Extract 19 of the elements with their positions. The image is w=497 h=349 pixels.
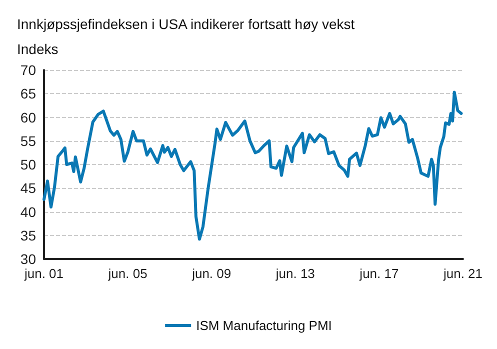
y-tick-label: 50 — [20, 156, 36, 172]
x-tick-label: jun. 17 — [358, 266, 399, 281]
x-tick-label: jun. 01 — [23, 266, 64, 281]
x-tick-label: jun. 13 — [274, 266, 315, 281]
y-tick-label: 60 — [20, 109, 36, 126]
y-tick-label: 65 — [20, 86, 36, 102]
y-axis-title: Indeks — [17, 41, 58, 57]
x-tick-label: jun. 09 — [191, 266, 232, 281]
x-tick-label: jun. 05 — [107, 266, 148, 281]
x-tick-label: jun. 21 — [442, 266, 483, 281]
y-tick-label: 70 — [20, 62, 36, 78]
chart-title: Innkjøpssjefindeksen i USA indikerer fortsatt høy vekst — [17, 16, 355, 32]
y-tick-label: 55 — [20, 132, 36, 149]
line-series — [42, 90, 463, 241]
y-tick-label: 35 — [20, 227, 36, 244]
y-tick-label: 40 — [20, 204, 36, 220]
y-tick-label: 45 — [20, 180, 36, 196]
y-tick-label: 30 — [20, 251, 36, 267]
legend-label: ISM Manufacturing PMI — [196, 318, 332, 333]
